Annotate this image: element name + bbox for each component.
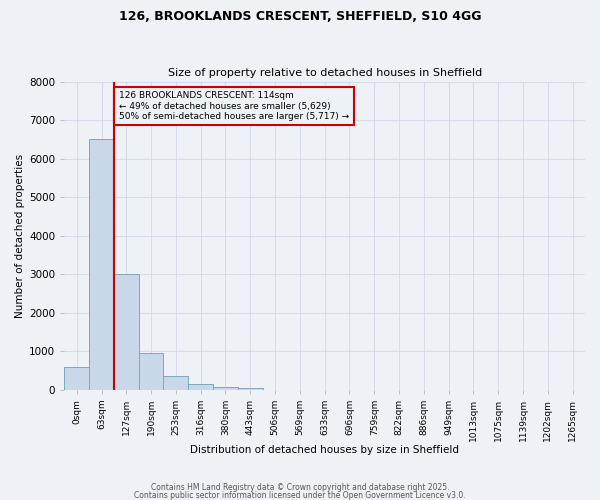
Text: 126 BROOKLANDS CRESCENT: 114sqm
← 49% of detached houses are smaller (5,629)
50%: 126 BROOKLANDS CRESCENT: 114sqm ← 49% of… [119,91,349,121]
Bar [139,353,163,390]
Bar [213,386,238,390]
Text: Contains HM Land Registry data © Crown copyright and database right 2025.: Contains HM Land Registry data © Crown c… [151,484,449,492]
Text: Contains public sector information licensed under the Open Government Licence v3: Contains public sector information licen… [134,490,466,500]
Bar [114,274,139,390]
X-axis label: Distribution of detached houses by size in Sheffield: Distribution of detached houses by size … [190,445,459,455]
Bar [163,376,188,390]
Bar [89,140,114,390]
Text: 126, BROOKLANDS CRESCENT, SHEFFIELD, S10 4GG: 126, BROOKLANDS CRESCENT, SHEFFIELD, S10… [119,10,481,23]
Y-axis label: Number of detached properties: Number of detached properties [15,154,25,318]
Bar [238,388,263,390]
Bar [188,384,213,390]
Bar [64,366,89,390]
Title: Size of property relative to detached houses in Sheffield: Size of property relative to detached ho… [167,68,482,78]
